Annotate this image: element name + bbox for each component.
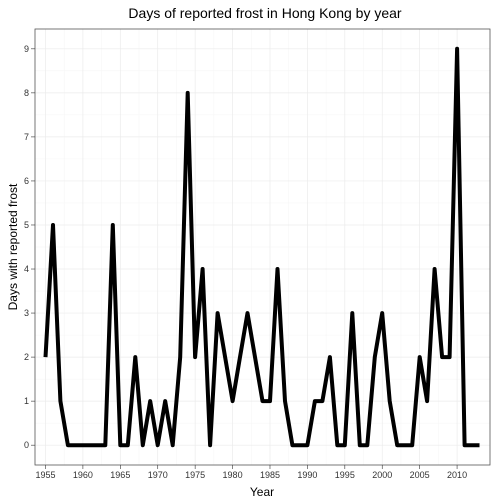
y-tick-label: 7 (24, 132, 29, 142)
x-axis: 1955 1960 1965 1970 1975 1980 1985 1990 1995 2000… (35, 465, 467, 480)
plot-panel (34, 28, 491, 466)
y-tick-label: 2 (24, 352, 29, 362)
x-tick-label: 1980 (223, 470, 243, 480)
y-tick-label: 4 (24, 264, 29, 274)
y-tick-label: 6 (24, 176, 29, 186)
y-tick-label: 5 (24, 220, 29, 230)
y-tick-label: 1 (24, 396, 29, 406)
x-tick-label: 1985 (260, 470, 280, 480)
y-tick-label: 9 (24, 44, 29, 54)
x-tick-label: 1995 (335, 470, 355, 480)
y-axis-label: Days with reported frost (6, 183, 20, 310)
y-tick-label: 8 (24, 88, 29, 98)
y-axis: 0 1 2 3 4 5 6 7 8 9 (24, 44, 35, 450)
x-tick-label: 2005 (410, 470, 430, 480)
x-tick-label: 1970 (148, 470, 168, 480)
frost-days-line (43, 46, 480, 448)
x-tick-label: 1990 (297, 470, 317, 480)
y-tick-label: 0 (24, 440, 29, 450)
x-tick-label: 2010 (447, 470, 467, 480)
y-tick-label: 3 (24, 308, 29, 318)
x-axis-label: Year (250, 485, 274, 499)
chart-title: Days of reported frost in Hong Kong by y… (128, 5, 401, 21)
x-tick-label: 1965 (110, 470, 130, 480)
x-tick-label: 1955 (35, 470, 55, 480)
x-tick-label: 1960 (73, 470, 93, 480)
series-layer (43, 46, 480, 448)
x-tick-label: 2000 (372, 470, 392, 480)
x-tick-label: 1975 (185, 470, 205, 480)
